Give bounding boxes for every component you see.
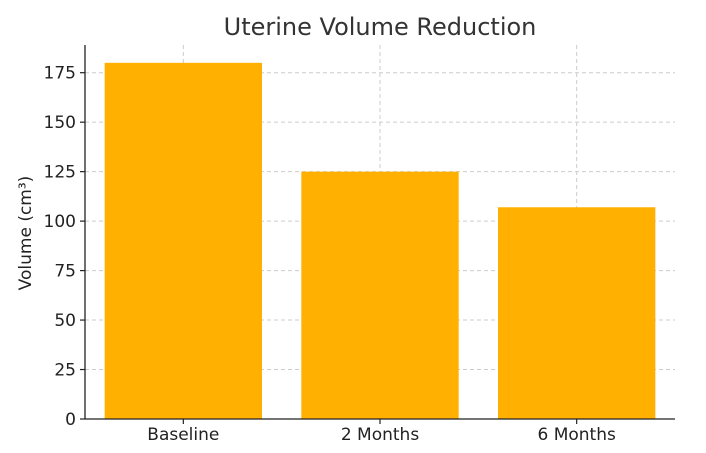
y-tick-label-7: 175 bbox=[44, 64, 76, 84]
y-tick-label-2: 50 bbox=[54, 311, 76, 331]
chart-title: Uterine Volume Reduction bbox=[224, 13, 537, 41]
x-tick-label-2: 6 Months bbox=[537, 425, 616, 445]
axis-layer: 0 25 50 75 100 125 150 175 Baseline 2 Months 6 Mon… bbox=[44, 45, 675, 445]
bar-6-months bbox=[498, 207, 656, 419]
bar-baseline bbox=[104, 62, 263, 420]
x-tick-label-1: 2 Months bbox=[341, 425, 420, 445]
y-tick-label-4: 100 bbox=[44, 212, 76, 232]
y-tick-label-0: 0 bbox=[65, 410, 76, 430]
y-tick-label-5: 125 bbox=[44, 163, 76, 183]
x-tick-label-0: Baseline bbox=[147, 425, 219, 445]
y-tick-label-1: 25 bbox=[54, 361, 76, 381]
y-tick-label-3: 75 bbox=[54, 262, 76, 282]
y-axis-label: Volume (cm³) bbox=[16, 176, 36, 291]
bar-2-months bbox=[301, 171, 459, 419]
bar-layer bbox=[104, 62, 656, 420]
y-tick-label-6: 150 bbox=[44, 113, 76, 133]
